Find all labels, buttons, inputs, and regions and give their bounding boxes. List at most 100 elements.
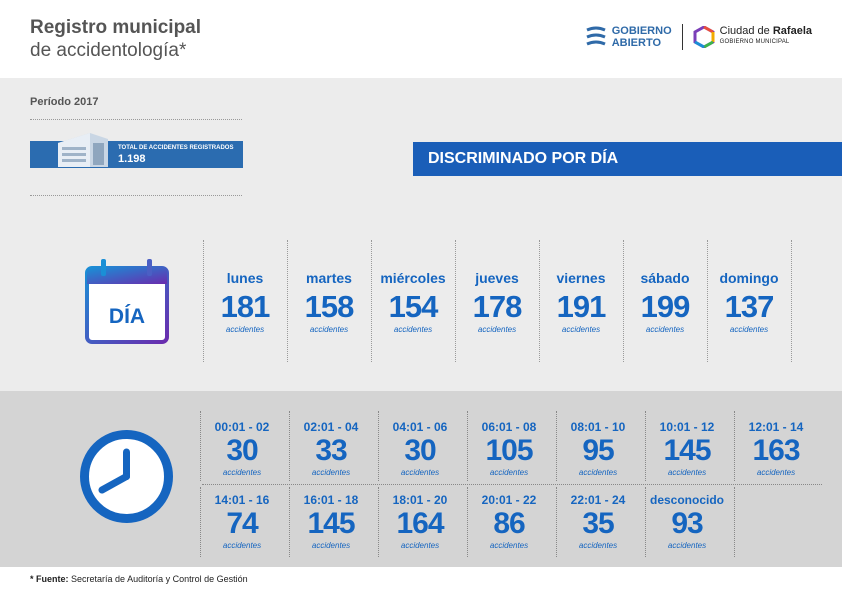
column-divider [556,411,557,481]
day-unit: accidentes [561,325,601,334]
section-hours: 00:01 - 02 30 accidentes 02:01 - 04 33 a… [0,391,842,567]
rafaela-icon [693,26,715,48]
hour-unit: accidentes [667,541,707,550]
column-divider [287,240,288,362]
days-grid: lunes 181 accidentes martes 158 accident… [203,240,793,362]
hour-cell: 14:01 - 16 74 accidentes [197,493,287,550]
hour-value: 93 [671,507,703,540]
day-card: jueves 178 accidentes [455,270,539,334]
day-unit: accidentes [645,325,685,334]
hour-value: 145 [307,507,355,540]
hour-range: 06:01 - 08 [481,420,537,434]
hour-range: 12:01 - 14 [748,420,804,434]
hour-unit: accidentes [400,468,440,477]
hour-value: 95 [582,434,614,467]
day-card: martes 158 accidentes [287,270,371,334]
day-name: viernes [556,270,606,286]
hour-cell: 06:01 - 08 105 accidentes [464,420,554,477]
title-line-2: de accidentología* [30,40,187,61]
hour-range: 10:01 - 12 [659,420,715,434]
day-unit: accidentes [477,325,517,334]
logos: GOBIERNO ABIERTO Ciudad de Rafaela GOBIE… [586,22,812,52]
hour-cell: 08:01 - 10 95 accidentes [553,420,643,477]
hour-range: 14:01 - 16 [214,493,270,507]
day-value: 158 [304,289,355,324]
logo1-line-1: GOBIERNO [611,25,672,37]
day-card: sábado 199 accidentes [623,270,707,334]
hour-value: 105 [485,434,533,467]
hour-unit: accidentes [311,468,351,477]
hour-range: 02:01 - 04 [303,420,359,434]
hour-cell: 10:01 - 12 145 accidentes [642,420,732,477]
column-divider [289,411,290,481]
hour-value: 30 [226,434,258,467]
day-card: miércoles 154 accidentes [371,270,455,334]
building-icon [58,133,108,167]
column-divider [734,411,735,481]
column-divider [645,411,646,481]
column-divider [707,240,708,362]
logo-divider [681,24,683,50]
section-banner: DISCRIMINADO POR DÍA [413,142,842,176]
hour-cell: 02:01 - 04 33 accidentes [286,420,376,477]
hour-unit: accidentes [578,541,618,550]
hour-range: 16:01 - 18 [303,493,359,507]
day-name: domingo [719,270,779,286]
hour-range: desconocido [649,493,724,507]
day-card: viernes 191 accidentes [539,270,623,334]
dotted-divider-top [30,119,242,120]
hour-cell: desconocido 93 accidentes [642,493,732,550]
day-value: 154 [388,289,439,324]
hour-range: 00:01 - 02 [214,420,270,434]
hour-range: 08:01 - 10 [570,420,626,434]
column-divider [378,487,379,557]
hour-cell: 00:01 - 02 30 accidentes [197,420,287,477]
hour-value: 145 [663,434,711,467]
day-value: 137 [724,289,775,324]
hour-unit: accidentes [756,468,796,477]
hour-cell: 04:01 - 06 30 accidentes [375,420,465,477]
logo2-sub: GOBIERNO MUNICIPAL [719,39,790,45]
source-note: * Fuente: Secretaría de Auditoría y Cont… [30,574,248,584]
section-days: Período 2017 TOTAL DE ACCIDENTES REGISTR… [0,78,842,391]
rafaela-logo: Ciudad de Rafaela GOBIERNO MUNICIPAL [693,26,812,48]
day-card: lunes 181 accidentes [203,270,287,334]
row-divider [202,484,822,485]
column-divider [455,240,456,362]
total-value: 1.198 [118,153,146,165]
column-divider [200,487,201,557]
day-name: martes [306,270,352,286]
clock-icon [80,430,173,523]
logo2-bold: Rafaela [772,25,812,37]
day-unit: accidentes [729,325,769,334]
column-divider [203,240,204,362]
hour-value: 35 [582,507,614,540]
day-card: domingo 137 accidentes [707,270,791,334]
day-unit: accidentes [309,325,349,334]
column-divider [200,411,201,481]
column-divider [371,240,372,362]
column-divider [645,487,646,557]
column-divider [556,487,557,557]
hour-value: 74 [226,507,258,540]
hour-unit: accidentes [667,468,707,477]
gobierno-abierto-logo: GOBIERNO ABIERTO [586,25,672,49]
hour-cell: 22:01 - 24 35 accidentes [553,493,643,550]
column-divider [289,487,290,557]
calendar-label: DÍA [109,305,145,328]
day-name: sábado [640,270,690,286]
header: Registro municipal de accidentología* GO… [0,0,842,78]
column-divider [467,487,468,557]
hour-unit: accidentes [578,468,618,477]
day-value: 178 [472,289,523,324]
total-box: TOTAL DE ACCIDENTES REGISTRADOS 1.198 [30,133,243,168]
hour-unit: accidentes [222,468,262,477]
hour-range: 04:01 - 06 [392,420,448,434]
logo2-prefix: Ciudad de [719,25,773,37]
logo1-line-2: ABIERTO [611,37,662,49]
hour-value: 163 [752,434,800,467]
day-unit: accidentes [225,325,265,334]
column-divider [467,411,468,481]
day-name: miércoles [380,270,446,286]
day-value: 199 [640,289,691,324]
